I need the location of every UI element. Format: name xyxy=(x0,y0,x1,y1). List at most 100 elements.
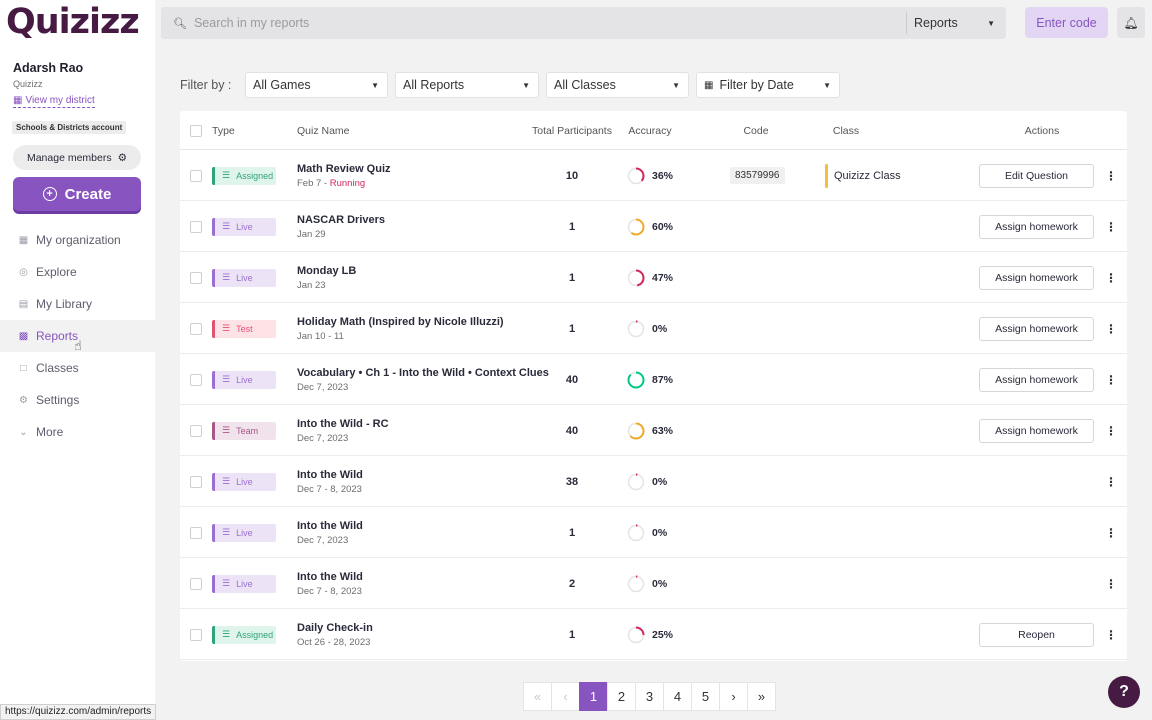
search-scope-select[interactable]: Reports ▼ xyxy=(906,12,1003,34)
quiz-date: Dec 7 - 8, 2023 xyxy=(297,586,362,597)
table-row[interactable]: ☰ Live NASCAR Drivers Jan 29 1 60% Assign home… xyxy=(180,201,1127,252)
game-code[interactable]: 83579996 xyxy=(730,167,785,184)
select-all-checkbox[interactable] xyxy=(190,124,202,137)
quiz-name[interactable]: NASCAR Drivers xyxy=(297,213,386,226)
manage-members-button[interactable]: Manage members ⚙ xyxy=(13,145,141,170)
sidebar-item-my-organization[interactable]: ▦ My organization xyxy=(0,224,155,256)
row-checkbox[interactable] xyxy=(190,169,202,182)
sidebar-item-more[interactable]: ⌄ More xyxy=(0,416,155,448)
row-action-button[interactable]: Assign homework xyxy=(979,316,1094,341)
quiz-name-cell: Monday LB Jan 23 xyxy=(297,252,356,303)
row-checkbox[interactable] xyxy=(190,373,202,386)
table-row[interactable]: ☰ Team Into the Wild - RC Dec 7, 2023 40 63% A… xyxy=(180,405,1127,456)
row-checkbox[interactable] xyxy=(190,322,202,335)
enter-code-button[interactable]: Enter code xyxy=(1025,7,1108,38)
more-options-icon[interactable]: ⋮ xyxy=(1105,423,1117,438)
table-row[interactable]: ☰ Live Vocabulary • Ch 1 - Into the Wild •… xyxy=(180,354,1127,405)
more-options-icon[interactable]: ⋮ xyxy=(1105,627,1117,642)
caret-down-icon: ▼ xyxy=(522,80,530,90)
row-action-button[interactable]: Edit Question xyxy=(979,163,1094,188)
table-row[interactable]: ☰ Live Into the Wild Dec 7 - 8, 2023 2 0% ⋮ xyxy=(180,558,1127,609)
quiz-name[interactable]: Holiday Math (Inspired by Nicole Illuzzi… xyxy=(297,315,504,328)
library-icon: ▤ xyxy=(18,298,29,310)
first-page-button[interactable]: « xyxy=(523,682,552,711)
table-row[interactable]: ☰ Live Monday LB Jan 23 1 47% Assign homework ⋮ xyxy=(180,252,1127,303)
games-filter-dropdown[interactable]: All Games ▼ xyxy=(245,72,388,98)
table-row[interactable]: ☰ Live Into the Wild Dec 7 - 8, 2023 38 0% ⋮ xyxy=(180,456,1127,507)
row-checkbox[interactable] xyxy=(190,220,202,233)
sidebar-item-my-library[interactable]: ▤ My Library xyxy=(0,288,155,320)
list-icon: ☰ xyxy=(222,221,231,231)
class-name[interactable]: Quizizz Class xyxy=(834,169,901,182)
page-5-button[interactable]: 5 xyxy=(691,682,720,711)
help-button[interactable]: ? xyxy=(1108,676,1140,708)
more-options-icon[interactable]: ⋮ xyxy=(1105,576,1117,591)
table-row[interactable]: ☰ Test Holiday Math (Inspired by Nicole Il… xyxy=(180,303,1127,354)
table-row[interactable]: ☰ Assigned Math Review Quiz Feb 7 - Running… xyxy=(180,150,1127,201)
page-1-button[interactable]: 1 xyxy=(579,682,608,711)
quiz-name[interactable]: Math Review Quiz xyxy=(297,162,391,175)
accuracy-ring xyxy=(627,371,645,388)
sidebar-item-reports[interactable]: ▩ Reports xyxy=(0,320,155,352)
reports-filter-dropdown[interactable]: All Reports ▼ xyxy=(395,72,539,98)
quiz-name[interactable]: Vocabulary • Ch 1 - Into the Wild • Cont… xyxy=(297,366,549,379)
table-header: Type Quiz Name Total Participants Accura… xyxy=(180,111,1127,150)
type-badge: ☰ Live xyxy=(212,472,276,491)
search-input[interactable] xyxy=(193,11,894,35)
accuracy-value: 0% xyxy=(652,322,668,335)
class-cell: Quizizz Class xyxy=(825,150,901,201)
accuracy-value: 0% xyxy=(652,475,668,488)
row-action-button[interactable]: Reopen xyxy=(979,622,1094,647)
type-badge: ☰ Assigned xyxy=(212,625,276,644)
row-checkbox[interactable] xyxy=(190,526,202,539)
row-checkbox[interactable] xyxy=(190,475,202,488)
row-checkbox[interactable] xyxy=(190,577,202,590)
page-2-button[interactable]: 2 xyxy=(607,682,636,711)
date-filter-dropdown[interactable]: ▦ Filter by Date ▼ xyxy=(696,72,840,98)
create-button[interactable]: + Create xyxy=(13,177,141,211)
row-checkbox[interactable] xyxy=(190,628,202,641)
quiz-name[interactable]: Daily Check-in xyxy=(297,621,373,634)
view-district-link[interactable]: ▦ View my district xyxy=(13,95,95,108)
next-page-button[interactable]: › xyxy=(719,682,748,711)
user-settings-icon: ⚙ xyxy=(117,151,128,164)
last-page-button[interactable]: » xyxy=(747,682,776,711)
header-accuracy: Accuracy xyxy=(628,124,672,137)
accuracy-cell: 0% xyxy=(627,303,667,354)
quiz-date-text: Jan 23 xyxy=(297,279,326,291)
more-options-icon[interactable]: ⋮ xyxy=(1105,219,1117,234)
participants-count: 40 xyxy=(565,424,579,437)
more-options-icon[interactable]: ⋮ xyxy=(1105,474,1117,489)
quiz-name[interactable]: Into the Wild xyxy=(297,519,363,532)
sidebar-item-classes[interactable]: □ Classes xyxy=(0,352,155,384)
prev-page-button[interactable]: ‹ xyxy=(551,682,580,711)
district-icon: ▦ xyxy=(13,95,23,106)
quizizz-logo[interactable]: Quizizz xyxy=(6,2,140,42)
more-options-icon[interactable]: ⋮ xyxy=(1105,168,1117,183)
list-icon: ☰ xyxy=(222,272,231,282)
row-checkbox[interactable] xyxy=(190,424,202,437)
more-options-icon[interactable]: ⋮ xyxy=(1105,321,1117,336)
row-action-button[interactable]: Assign homework xyxy=(979,418,1094,443)
more-options-icon[interactable]: ⋮ xyxy=(1105,270,1117,285)
row-action-button[interactable]: Assign homework xyxy=(979,265,1094,290)
header-class: Class xyxy=(832,124,860,137)
row-checkbox[interactable] xyxy=(190,271,202,284)
classes-filter-dropdown[interactable]: All Classes ▼ xyxy=(546,72,689,98)
notifications-bell-icon[interactable]: 🔔︎ xyxy=(1117,7,1145,38)
page-4-button[interactable]: 4 xyxy=(663,682,692,711)
row-action-button[interactable]: Assign homework xyxy=(979,214,1094,239)
sidebar-item-explore[interactable]: ◎ Explore xyxy=(0,256,155,288)
page-3-button[interactable]: 3 xyxy=(635,682,664,711)
status-bar-url: https://quizizz.com/admin/reports xyxy=(0,704,157,720)
sidebar-item-settings[interactable]: ⚙ Settings xyxy=(0,384,155,416)
more-options-icon[interactable]: ⋮ xyxy=(1105,525,1117,540)
quiz-name[interactable]: Monday LB xyxy=(297,264,357,277)
table-row[interactable]: ☰ Live Into the Wild Dec 7, 2023 1 0% ⋮ xyxy=(180,507,1127,558)
quiz-name[interactable]: Into the Wild - RC xyxy=(297,417,389,430)
quiz-name[interactable]: Into the Wild xyxy=(297,468,363,481)
table-row[interactable]: ☰ Assigned Daily Check-in Oct 26 - 28, 2023… xyxy=(180,609,1127,660)
more-options-icon[interactable]: ⋮ xyxy=(1105,372,1117,387)
quiz-name[interactable]: Into the Wild xyxy=(297,570,363,583)
row-action-button[interactable]: Assign homework xyxy=(979,367,1094,392)
